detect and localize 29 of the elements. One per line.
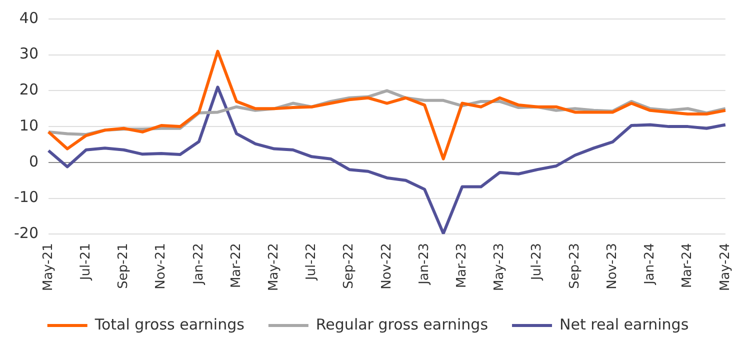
y-tick-label: 0 [28,152,38,170]
legend-label: Net real earnings [560,315,689,334]
x-tick-label: Mar-24 [680,243,696,288]
x-tick-label: Jan-24 [642,243,658,286]
x-tick-label: Sep-23 [567,243,582,289]
y-tick-label: 20 [19,80,38,99]
x-tick-label: Sep-21 [116,243,132,289]
x-tick-label: May-24 [718,243,733,292]
x-tick-label: May-21 [40,243,56,292]
x-tick-label: Jul-21 [78,243,94,282]
x-tick-label: Jan-22 [191,243,206,286]
y-tick-label: 10 [19,116,38,134]
legend-label: Total gross earnings [94,315,245,334]
x-tick-label: May-22 [266,243,282,292]
x-tick-label: Nov-23 [604,243,620,290]
x-tick-label: Sep-22 [342,243,357,289]
y-tick-label: -20 [14,224,38,242]
x-tick-label: Jul-23 [530,243,545,282]
x-tick-label: Jan-23 [416,243,432,286]
legend-label: Regular gross earnings [316,315,488,334]
x-tick-label: Nov-22 [379,243,394,290]
y-tick-label: -10 [14,188,38,206]
x-tick-label: Mar-22 [228,243,244,288]
x-tick-label: Mar-23 [454,243,470,288]
x-tick-label: Nov-21 [154,243,169,290]
x-tick-label: Jul-22 [304,243,320,282]
y-tick-label: 40 [19,8,38,27]
x-tick-label: May-23 [492,243,508,292]
y-tick-label: 30 [19,44,38,63]
